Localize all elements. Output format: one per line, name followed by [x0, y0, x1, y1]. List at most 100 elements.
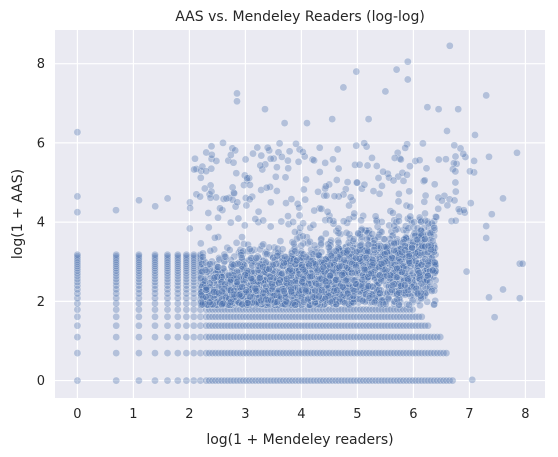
data-point — [316, 376, 325, 385]
data-point — [451, 152, 460, 161]
data-point — [427, 333, 435, 341]
data-point — [226, 376, 235, 385]
data-point — [163, 312, 172, 321]
x-tick-label: 5 — [353, 407, 361, 422]
data-point — [451, 178, 460, 187]
data-point — [390, 305, 398, 314]
data-point — [371, 376, 380, 385]
data-point — [292, 139, 300, 148]
data-point — [324, 243, 333, 252]
data-point — [337, 376, 346, 385]
data-point — [357, 216, 365, 225]
data-point — [334, 333, 343, 341]
data-point — [414, 312, 423, 321]
data-point — [202, 349, 211, 357]
data-point — [173, 266, 182, 275]
data-point — [73, 305, 82, 314]
data-point — [338, 270, 346, 279]
data-point — [190, 165, 198, 174]
data-point — [297, 376, 306, 385]
data-point — [316, 321, 325, 330]
data-point — [257, 333, 266, 341]
data-point — [239, 333, 248, 341]
data-point — [189, 252, 198, 261]
data-point — [173, 321, 182, 330]
data-point — [135, 321, 143, 330]
data-point — [319, 333, 328, 341]
y-tick-label: 0 — [37, 374, 45, 389]
data-point — [448, 376, 457, 385]
data-point — [325, 321, 334, 330]
data-point — [384, 349, 392, 357]
data-point — [405, 301, 413, 309]
data-point — [112, 275, 121, 283]
data-point — [515, 294, 524, 303]
data-point — [430, 180, 439, 189]
data-point — [196, 252, 205, 261]
x-tick-label: 8 — [521, 407, 529, 422]
data-point — [242, 333, 251, 341]
data-point — [276, 333, 284, 341]
data-point — [353, 321, 361, 330]
data-point — [307, 305, 315, 314]
data-point — [196, 321, 205, 330]
data-point — [390, 246, 398, 254]
data-point — [365, 349, 374, 357]
data-point — [266, 198, 275, 207]
data-point — [298, 278, 307, 286]
data-point — [344, 349, 352, 357]
data-point — [257, 349, 266, 357]
data-point — [490, 313, 499, 322]
data-point — [374, 233, 383, 241]
data-point — [424, 257, 433, 266]
data-point — [281, 173, 290, 182]
data-point — [451, 167, 460, 176]
data-point — [235, 291, 244, 299]
data-point — [414, 376, 423, 385]
data-point — [276, 376, 284, 385]
data-point — [322, 333, 331, 341]
data-point — [314, 187, 322, 196]
data-point — [73, 272, 82, 280]
data-point — [384, 333, 392, 341]
data-point — [208, 333, 217, 341]
data-point — [310, 333, 318, 341]
data-point — [73, 289, 82, 298]
data-point — [278, 153, 286, 161]
data-point — [417, 376, 426, 385]
data-point — [408, 349, 417, 357]
data-point — [347, 376, 355, 385]
data-point — [389, 176, 398, 185]
data-point — [482, 222, 491, 230]
data-point — [482, 234, 491, 242]
data-point — [285, 333, 294, 341]
data-point — [466, 167, 474, 176]
data-point — [291, 349, 300, 357]
data-point — [112, 266, 121, 275]
data-point — [233, 333, 241, 341]
data-point — [459, 206, 468, 215]
data-point — [350, 376, 358, 385]
data-point — [266, 154, 275, 163]
data-point — [196, 333, 205, 341]
x-tick-label: 4 — [297, 407, 305, 422]
data-point — [334, 376, 343, 385]
data-point — [405, 321, 414, 330]
data-point — [163, 349, 172, 357]
data-point — [331, 333, 340, 341]
data-point — [352, 262, 361, 271]
data-point — [335, 262, 344, 271]
data-point — [173, 294, 182, 303]
data-point — [292, 256, 301, 265]
data-point — [331, 321, 340, 330]
data-point — [359, 349, 368, 357]
data-point — [302, 175, 310, 184]
x-tick-label: 0 — [73, 407, 81, 422]
data-point — [163, 294, 172, 303]
x-tick-label: 6 — [409, 407, 417, 422]
data-point — [356, 349, 365, 357]
data-point — [197, 291, 206, 300]
data-point — [402, 333, 411, 341]
data-point — [189, 278, 198, 286]
data-point — [364, 247, 372, 256]
